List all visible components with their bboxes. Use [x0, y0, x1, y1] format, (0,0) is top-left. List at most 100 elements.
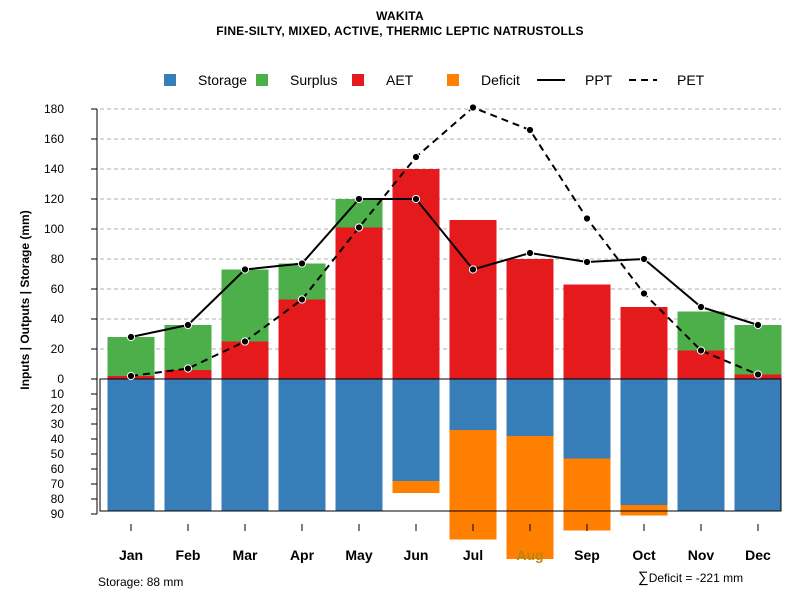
aet-bar: [392, 169, 440, 379]
storage-bar: [449, 379, 497, 430]
ppt-line: [130, 198, 759, 338]
ppt-line-point: [468, 265, 478, 274]
x-tick-label: May: [345, 547, 372, 563]
y-tick-label: 0: [57, 372, 64, 386]
aet-bar: [164, 370, 212, 379]
storage-bar: [107, 379, 155, 511]
ppt-line-points: [126, 194, 763, 342]
storage-bar: [221, 379, 269, 511]
legend-item-pet: PET: [629, 72, 705, 88]
y-tick-label: 70: [51, 477, 65, 491]
bars: [107, 169, 782, 559]
surplus-bar: [164, 325, 212, 370]
deficit-bar: [506, 436, 554, 559]
pet-line-point: [639, 289, 649, 298]
ppt-line-point: [582, 257, 592, 267]
x-tick-label: Dec: [745, 547, 771, 563]
x-tick-label: Mar: [233, 547, 258, 563]
pet-line-point: [696, 346, 706, 355]
x-tick-label: Apr: [290, 547, 315, 563]
aet-bar: [677, 350, 725, 379]
y-tick-label: 20: [51, 342, 65, 356]
aet-bar: [449, 220, 497, 379]
storage-bar: [677, 379, 725, 511]
storage-bar: [563, 379, 611, 459]
aet-bar: [563, 284, 611, 379]
pet-line-point: [468, 103, 478, 112]
x-tick-label: Oct: [632, 547, 656, 563]
pet-line-point: [411, 152, 421, 162]
storage-bar: [734, 379, 782, 511]
legend-label: Storage: [198, 72, 247, 88]
x-tick-label: Nov: [688, 547, 715, 563]
pet-line-point: [126, 371, 136, 381]
legend-swatch: [164, 74, 176, 86]
deficit-bar: [392, 481, 440, 493]
surplus-bar: [107, 337, 155, 376]
legend-item-surplus: Surplus: [256, 72, 337, 88]
storage-bar: [620, 379, 668, 505]
ppt-line-point: [183, 320, 193, 330]
y-tick-label: 40: [51, 312, 65, 326]
storage-bar: [506, 379, 554, 436]
y-tick-label: 30: [51, 417, 65, 431]
deficit-bar: [449, 430, 497, 540]
storage-bar: [164, 379, 212, 511]
legend-item-deficit: Deficit: [447, 72, 520, 88]
y-tick-label: 60: [51, 462, 65, 476]
ppt-line-point: [411, 194, 421, 204]
storage-bar: [278, 379, 326, 511]
ppt-line-point: [354, 194, 364, 204]
y-axis-label: Inputs | Outputs | Storage (mm): [18, 210, 32, 389]
deficit-bar: [620, 505, 668, 516]
x-tick-label: Sep: [574, 547, 600, 563]
ppt-line-point: [639, 254, 649, 264]
legend: Storage Surplus AET Deficit PPT PET: [164, 72, 705, 88]
x-tick-label: Aug: [516, 547, 543, 563]
legend-label: Surplus: [290, 72, 337, 88]
y-tick-label: 10: [51, 387, 65, 401]
y-tick-label: 160: [44, 132, 64, 146]
y-tick-label: 140: [44, 162, 64, 176]
ppt-line-point: [696, 302, 706, 312]
pet-line-point: [297, 295, 307, 304]
y-tick-label: 90: [51, 507, 65, 521]
pet-line-point: [240, 337, 250, 346]
pet-line-point: [525, 125, 535, 135]
aet-bar: [221, 341, 269, 379]
chart-subtitle: FINE-SILTY, MIXED, ACTIVE, THERMIC LEPTI…: [216, 24, 584, 38]
surplus-bar: [734, 325, 782, 375]
legend-item-storage: Storage: [164, 72, 247, 88]
legend-label: PPT: [585, 72, 613, 88]
y-tick-label: 120: [44, 192, 64, 206]
deficit-footnote: ∑Deficit = -221 mm: [638, 569, 743, 586]
ppt-line-point: [753, 320, 763, 330]
y-tick-label: 80: [51, 492, 65, 506]
storage-bar: [335, 379, 383, 511]
pet-line-point: [753, 370, 763, 379]
x-tick-label: Feb: [176, 547, 201, 563]
y-tick-label: 180: [44, 102, 64, 116]
legend-item-aet: AET: [352, 72, 414, 88]
pet-line-point: [582, 214, 592, 223]
legend-label: PET: [677, 72, 705, 88]
aet-bar: [620, 307, 668, 379]
storage-footnote: Storage: 88 mm: [98, 575, 184, 589]
ppt-line-point: [525, 248, 535, 258]
y-tick-label: 20: [51, 402, 65, 416]
y-axis: 0204060801001201401601801020304050607080…: [44, 102, 98, 521]
y-tick-label: 50: [51, 447, 65, 461]
legend-label: AET: [386, 72, 414, 88]
aet-bar: [278, 299, 326, 379]
surplus-bar: [221, 269, 269, 342]
surplus-bar: [677, 311, 725, 351]
sigma-symbol: ∑: [638, 569, 649, 586]
y-tick-label: 40: [51, 432, 65, 446]
x-tick-label: Jul: [463, 547, 483, 563]
y-tick-label: 100: [44, 222, 64, 236]
y-tick-label: 80: [51, 252, 65, 266]
y-tick-label: 60: [51, 282, 65, 296]
aet-bar: [506, 259, 554, 379]
legend-swatch: [447, 74, 459, 86]
